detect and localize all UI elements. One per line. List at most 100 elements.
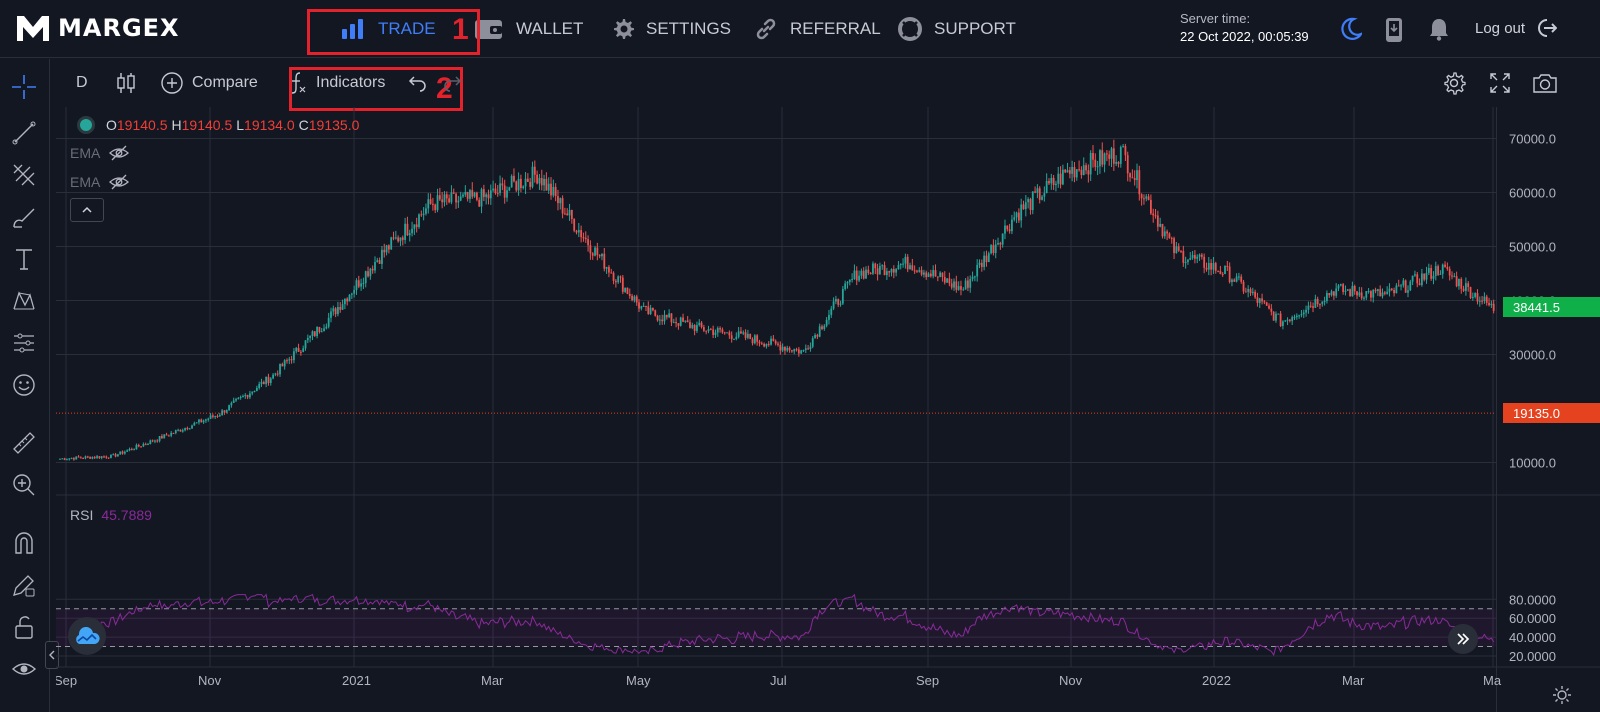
candle-body: [1238, 276, 1240, 278]
compare-button[interactable]: Compare: [160, 69, 258, 97]
candle-body: [392, 237, 395, 239]
candle-body: [316, 326, 318, 336]
nav-support[interactable]: SUPPORT: [898, 16, 1016, 42]
price-tick-label: 30000.0: [1509, 348, 1556, 363]
chart-type-button[interactable]: [116, 69, 136, 97]
zoom-tool[interactable]: [8, 469, 40, 501]
candle-body: [429, 199, 432, 204]
candle-body: [696, 325, 698, 331]
fullscreen-button[interactable]: [1488, 69, 1512, 97]
candle-body: [881, 265, 884, 267]
candle-body: [860, 270, 863, 276]
crosshair-tool[interactable]: [8, 71, 40, 103]
candle-body: [1175, 246, 1178, 254]
candle-body: [1286, 319, 1289, 321]
nav-settings[interactable]: SETTINGS: [612, 16, 731, 42]
mobile-download-icon[interactable]: [1384, 17, 1404, 43]
candle-body: [1242, 281, 1245, 292]
candle-body: [746, 333, 749, 338]
candle-body: [1082, 165, 1085, 176]
prediction-tool[interactable]: [8, 327, 40, 359]
candle-body: [288, 359, 291, 361]
candle-body: [1119, 147, 1122, 164]
bell-icon[interactable]: [1428, 17, 1450, 41]
candle-body: [948, 278, 951, 284]
lock-tool[interactable]: [8, 611, 40, 643]
eye-hidden-icon[interactable]: [108, 173, 130, 191]
chart-area[interactable]: 70000.060000.050000.040000.030000.010000…: [54, 107, 1600, 712]
undo-button[interactable]: [406, 69, 428, 97]
server-time-value: 22 Oct 2022, 00:05:39: [1180, 29, 1309, 44]
candle-body: [374, 262, 376, 271]
nav-trade[interactable]: TRADE: [340, 16, 436, 42]
candle-body: [1263, 301, 1266, 303]
candle-body: [647, 306, 650, 315]
interval-button[interactable]: D: [76, 69, 88, 97]
snapshot-button[interactable]: [1532, 69, 1558, 97]
candle-body: [1022, 204, 1025, 210]
candle-body: [293, 351, 295, 361]
magnet-tool[interactable]: [8, 527, 40, 559]
candle-body: [955, 281, 958, 290]
nav-wallet[interactable]: WALLET: [474, 16, 583, 42]
candle-body: [714, 332, 717, 335]
candle-body: [1353, 285, 1356, 292]
candle-body: [1370, 291, 1372, 298]
price-chart[interactable]: 70000.060000.050000.040000.030000.010000…: [54, 107, 1600, 712]
trend-line-tool[interactable]: [8, 117, 40, 149]
candle-body: [255, 387, 258, 391]
axis-settings-button[interactable]: [1550, 683, 1574, 707]
redo-button[interactable]: [442, 69, 464, 97]
collapse-legend-button[interactable]: [70, 198, 104, 222]
candle-body: [967, 280, 969, 288]
collapse-toolbar-button[interactable]: [45, 641, 59, 669]
candle-body: [566, 213, 569, 216]
candle-body: [216, 415, 219, 417]
candle-body: [1059, 173, 1062, 185]
candle-body: [1451, 275, 1453, 277]
logout-icon: [1538, 19, 1558, 37]
margex-logo[interactable]: MARGEX: [16, 11, 180, 45]
scroll-to-realtime-button[interactable]: [1448, 624, 1478, 654]
candle-body: [645, 306, 647, 308]
text-tool[interactable]: [8, 243, 40, 275]
tradingview-logo[interactable]: [68, 617, 106, 655]
measure-tool[interactable]: [8, 427, 40, 459]
candle-body: [800, 350, 803, 354]
brush-tool[interactable]: [8, 201, 40, 233]
candle-body: [214, 415, 217, 417]
candle-body: [1328, 293, 1331, 296]
candle-body: [772, 338, 775, 341]
candle-body: [1467, 283, 1470, 288]
candle-body: [1228, 266, 1231, 283]
candle-body: [163, 434, 166, 439]
candle-body: [925, 272, 928, 278]
logout-button[interactable]: Log out: [1475, 17, 1558, 39]
pattern-tool[interactable]: [8, 285, 40, 317]
candle-body: [103, 456, 105, 458]
candle-body: [420, 214, 423, 216]
candle-body: [575, 230, 578, 233]
camera-icon: [1533, 74, 1557, 93]
eye-hidden-icon[interactable]: [108, 144, 130, 162]
stay-drawing-tool[interactable]: [8, 569, 40, 601]
candle-body: [906, 256, 909, 270]
candle-body: [626, 287, 629, 294]
candle-body: [916, 270, 918, 272]
candle-body: [1279, 313, 1282, 326]
candle-body: [832, 301, 835, 309]
chart-settings-button[interactable]: [1442, 69, 1466, 97]
candle-body: [790, 350, 793, 352]
hide-drawings-tool[interactable]: [8, 653, 40, 685]
emoji-tool[interactable]: [8, 369, 40, 401]
candle-body: [797, 349, 800, 354]
candle-body: [501, 183, 504, 186]
moon-icon[interactable]: [1340, 17, 1362, 41]
rsi-tick-label: 40.0000: [1509, 630, 1556, 645]
indicators-button[interactable]: Indicators: [288, 69, 385, 97]
nav-referral[interactable]: REFERRAL: [754, 16, 881, 42]
candle-body: [960, 286, 962, 290]
fib-tool[interactable]: [8, 159, 40, 191]
candle-body: [1020, 204, 1023, 221]
